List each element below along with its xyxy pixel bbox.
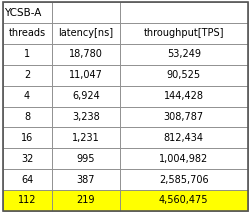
- Text: 1,004,982: 1,004,982: [159, 154, 208, 164]
- Bar: [52, 190, 120, 211]
- Text: threads: threads: [8, 29, 46, 38]
- Text: latency[ns]: latency[ns]: [58, 29, 113, 38]
- Bar: [120, 127, 248, 148]
- Bar: [52, 86, 120, 106]
- Bar: [52, 106, 120, 127]
- Text: 4,560,475: 4,560,475: [159, 196, 208, 205]
- Text: 112: 112: [18, 196, 36, 205]
- Text: 144,428: 144,428: [164, 91, 204, 101]
- Text: 11,047: 11,047: [69, 70, 103, 80]
- Bar: [2, 65, 51, 86]
- Bar: [52, 44, 120, 65]
- Bar: [52, 2, 120, 23]
- Text: 4: 4: [24, 91, 30, 101]
- Bar: [2, 86, 51, 106]
- Bar: [2, 169, 51, 190]
- Text: throughput[TPS]: throughput[TPS]: [144, 29, 224, 38]
- Text: 308,787: 308,787: [164, 112, 204, 122]
- Bar: [120, 86, 248, 106]
- Text: 995: 995: [76, 154, 95, 164]
- Bar: [120, 169, 248, 190]
- Text: 32: 32: [21, 154, 33, 164]
- Bar: [52, 65, 120, 86]
- Text: 219: 219: [76, 196, 95, 205]
- Bar: [120, 148, 248, 169]
- Text: 16: 16: [21, 133, 33, 143]
- Text: 53,249: 53,249: [167, 49, 201, 59]
- Text: YCSB-A: YCSB-A: [4, 8, 41, 17]
- Text: 3,238: 3,238: [72, 112, 100, 122]
- Text: 1: 1: [24, 49, 30, 59]
- Text: 387: 387: [76, 175, 95, 184]
- Bar: [120, 65, 248, 86]
- Text: 90,525: 90,525: [167, 70, 201, 80]
- Text: 6,924: 6,924: [72, 91, 100, 101]
- Text: 8: 8: [24, 112, 30, 122]
- Bar: [2, 127, 51, 148]
- Bar: [120, 106, 248, 127]
- Text: 1,231: 1,231: [72, 133, 100, 143]
- Bar: [2, 148, 51, 169]
- Bar: [52, 23, 120, 44]
- Bar: [120, 190, 248, 211]
- Bar: [120, 44, 248, 65]
- Text: 2,585,706: 2,585,706: [159, 175, 208, 184]
- Bar: [2, 44, 51, 65]
- Text: 2: 2: [24, 70, 30, 80]
- Text: 812,434: 812,434: [164, 133, 204, 143]
- Bar: [2, 106, 51, 127]
- Text: 18,780: 18,780: [69, 49, 103, 59]
- Bar: [120, 2, 248, 23]
- Bar: [2, 2, 51, 23]
- Text: 64: 64: [21, 175, 33, 184]
- Bar: [2, 23, 51, 44]
- Bar: [120, 23, 248, 44]
- Bar: [2, 190, 51, 211]
- Bar: [52, 169, 120, 190]
- Bar: [52, 127, 120, 148]
- Bar: [52, 148, 120, 169]
